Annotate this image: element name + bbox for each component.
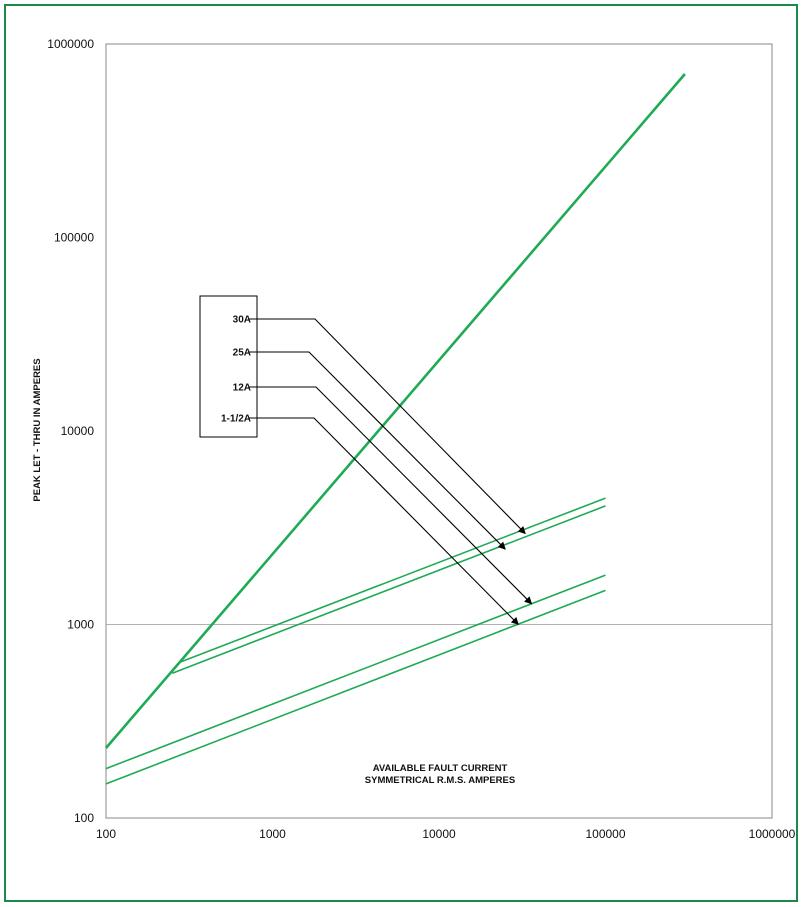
legend-label: 12A bbox=[233, 383, 251, 394]
x-axis-title-line2: SYMMETRICAL R.M.S. AMPERES bbox=[365, 775, 515, 786]
legend-arrow bbox=[249, 351, 506, 550]
legend-arrow bbox=[249, 318, 526, 535]
y-tick-label: 100000 bbox=[54, 231, 94, 245]
x-tick-label: 1000000 bbox=[749, 827, 796, 841]
legend-label: 1-1/2A bbox=[221, 414, 251, 425]
y-tick-label: 1000 bbox=[67, 618, 94, 632]
x-tick-label: 100000 bbox=[585, 827, 625, 841]
x-tick-label: 10000 bbox=[422, 827, 456, 841]
legend: 30A 25A 12A 1-1/2A bbox=[199, 295, 533, 626]
x-tick-label: 1000 bbox=[259, 827, 286, 841]
series-line-5 bbox=[105, 589, 606, 785]
tick-labels: 100 1000 10000 100000 1000000 100 1000 10000 100… bbox=[47, 37, 795, 841]
y-tick-label: 10000 bbox=[61, 424, 95, 438]
legend-arrow bbox=[249, 417, 519, 626]
series-line-2 bbox=[180, 497, 606, 663]
y-axis-title: PEAK LET - THRU IN AMPERES bbox=[32, 358, 43, 501]
x-tick-label: 100 bbox=[96, 827, 116, 841]
y-tick-label: 1000000 bbox=[47, 37, 94, 51]
series-line-4 bbox=[105, 574, 606, 770]
plot-area bbox=[105, 43, 773, 819]
chart-frame bbox=[4, 4, 798, 902]
legend-box bbox=[199, 295, 258, 438]
series-line-1 bbox=[105, 73, 686, 749]
series-line-3 bbox=[172, 505, 606, 674]
plot-border bbox=[105, 43, 773, 819]
legend-label: 25A bbox=[233, 348, 251, 359]
y-tick-label: 100 bbox=[74, 811, 94, 825]
legend-arrow bbox=[249, 386, 533, 605]
x-axis-title-line1: AVAILABLE FAULT CURRENT bbox=[373, 763, 508, 774]
legend-label: 30A bbox=[233, 315, 251, 326]
series-layer bbox=[105, 73, 686, 785]
